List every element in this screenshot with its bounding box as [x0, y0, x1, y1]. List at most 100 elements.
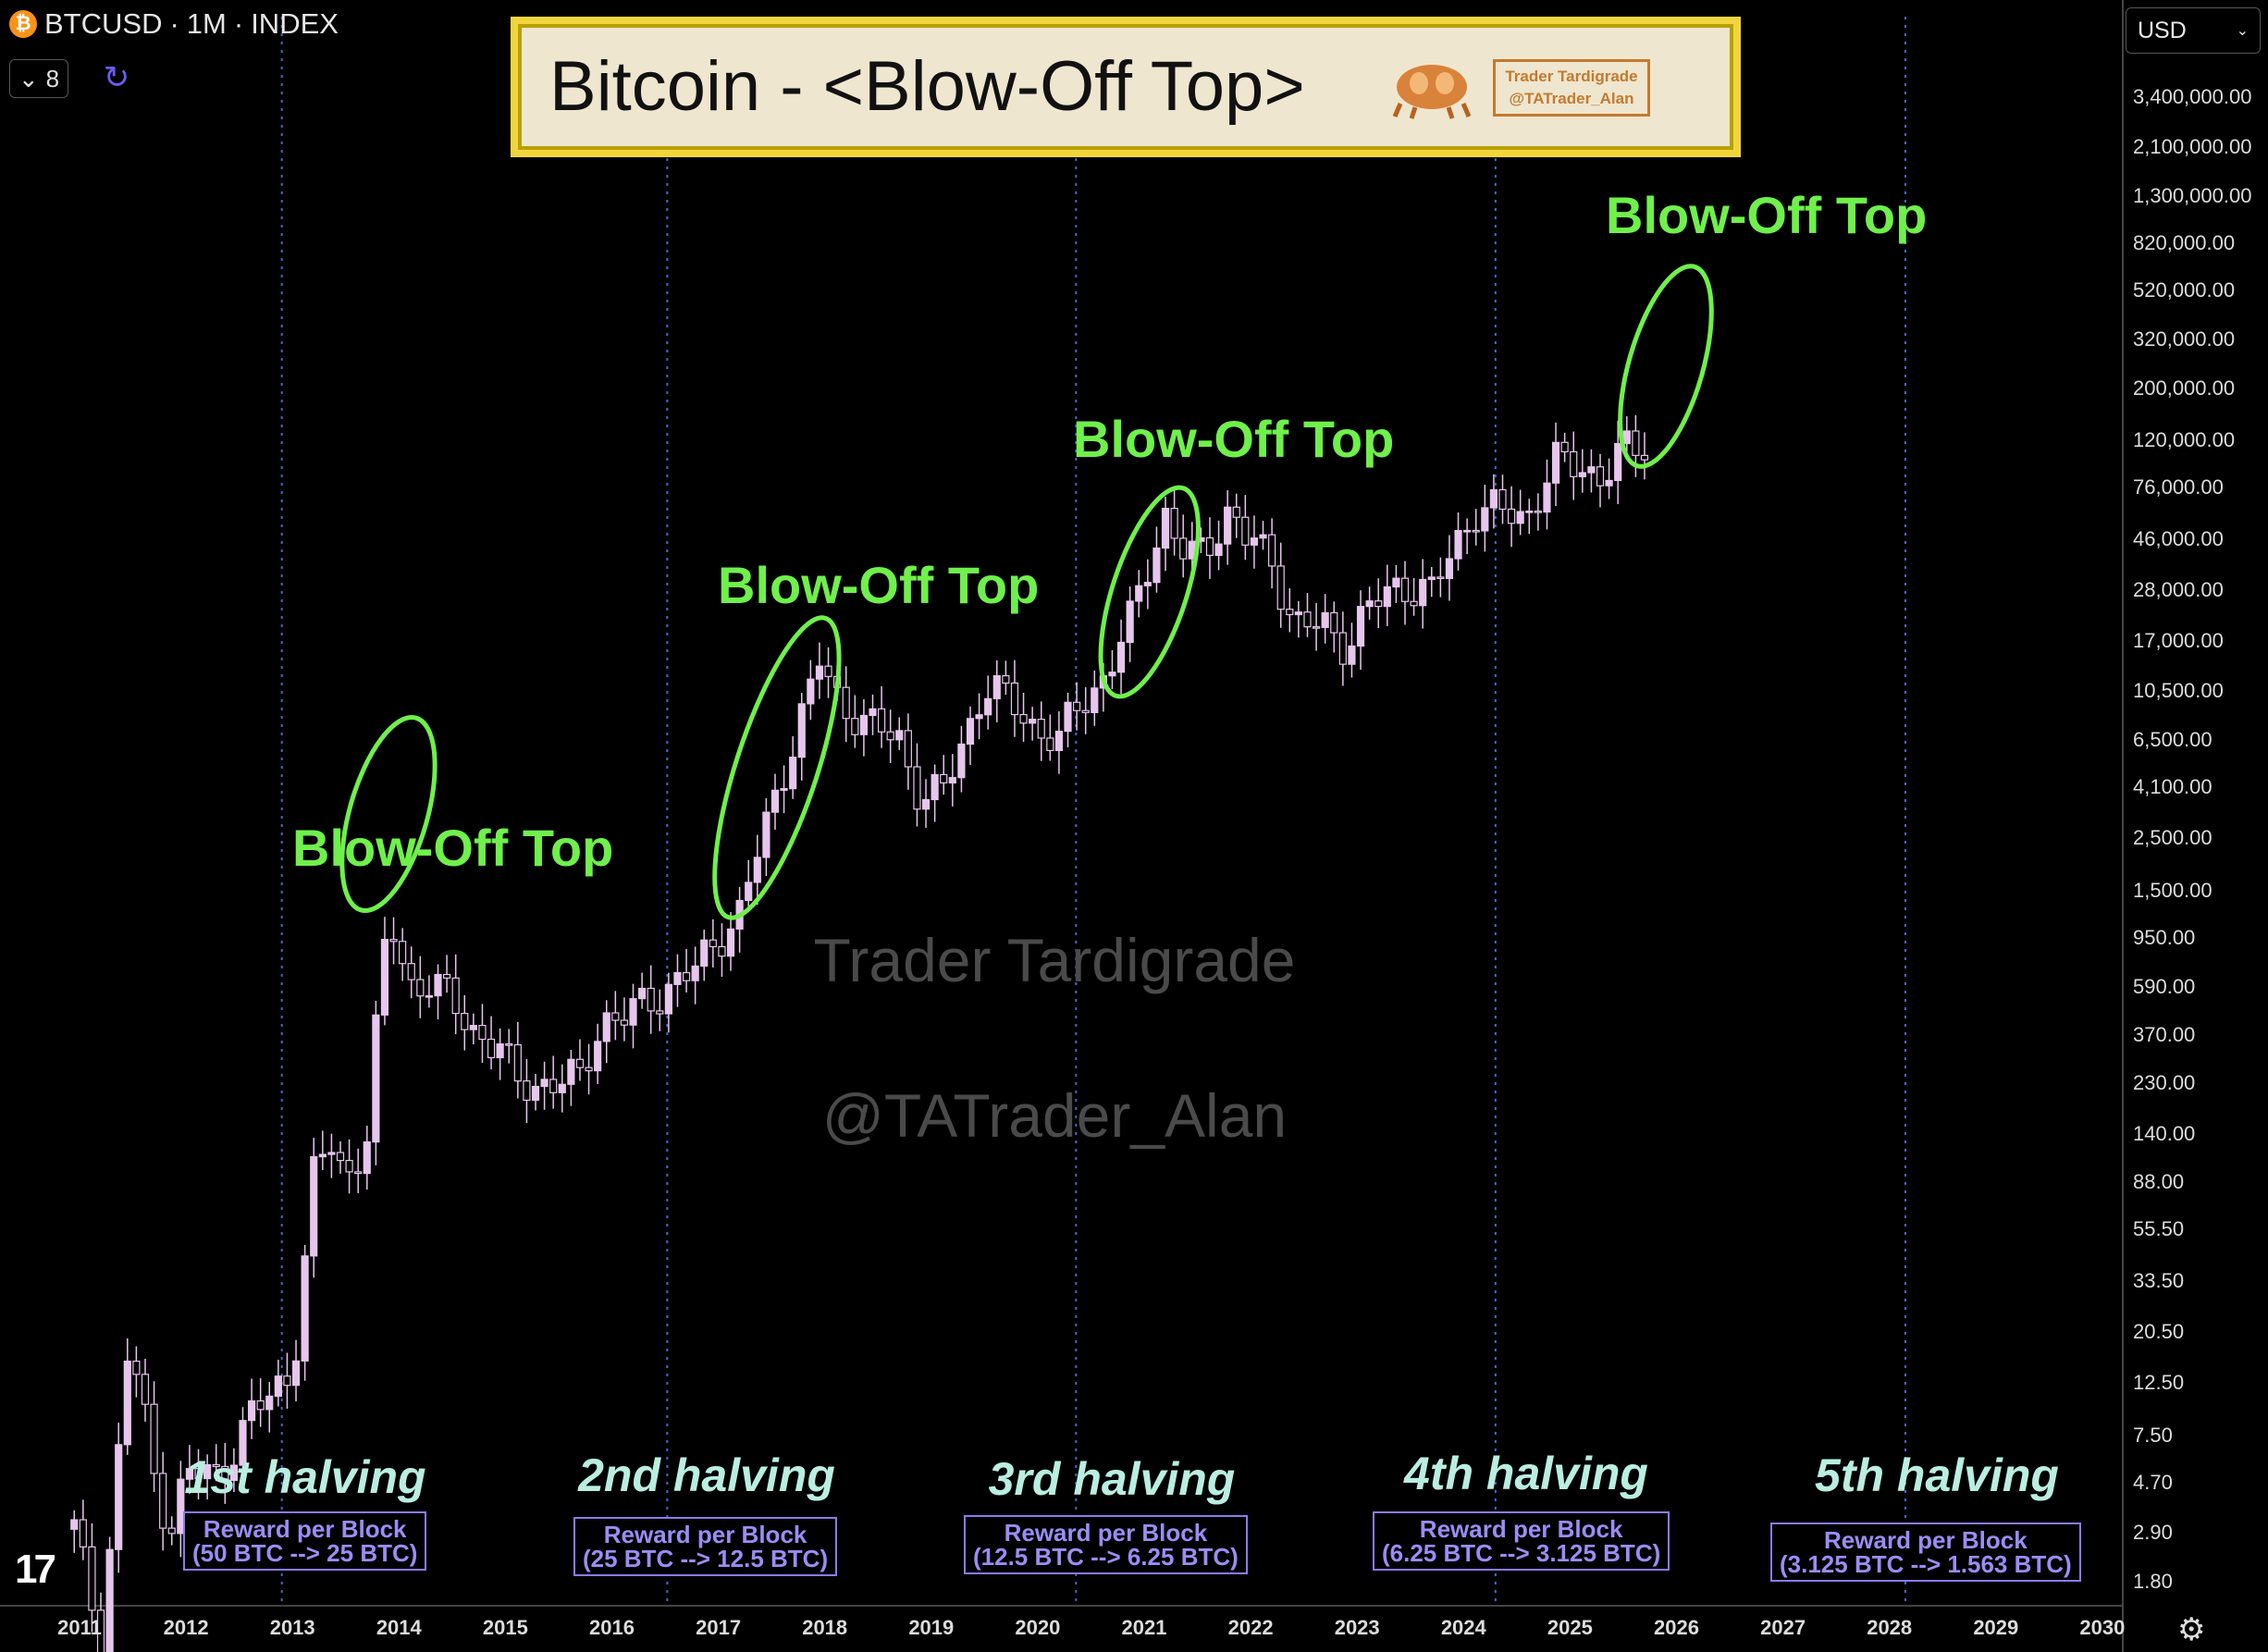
candle	[247, 1399, 256, 1422]
annotation-blow-off-top-4: Blow-Off Top	[1606, 186, 1928, 244]
candle	[851, 718, 859, 735]
gear-icon[interactable]: ⚙	[2177, 1612, 2206, 1647]
candle	[141, 1374, 150, 1405]
candle	[992, 674, 1001, 699]
candle	[682, 971, 691, 981]
candle	[1516, 511, 1524, 524]
candle	[1116, 641, 1126, 673]
candle	[1410, 600, 1418, 607]
candle	[1356, 606, 1365, 647]
reward-title: Reward per Block	[203, 1515, 407, 1543]
candle	[797, 703, 806, 758]
candle	[1481, 507, 1489, 532]
candle	[762, 811, 770, 858]
candle	[620, 1019, 629, 1026]
y-tick-label: 7.50	[2133, 1423, 2173, 1447]
candle	[1232, 506, 1240, 518]
currency-select[interactable]: USD ⌄	[2126, 7, 2261, 54]
candle	[1054, 730, 1064, 751]
candle	[940, 773, 948, 783]
candle	[656, 1010, 664, 1015]
candle	[150, 1403, 158, 1474]
candle	[895, 730, 904, 741]
candle	[167, 1527, 176, 1535]
candle	[389, 939, 398, 943]
reward-box-3: Reward per Block (12.5 BTC --> 6.25 BTC)	[964, 1515, 1248, 1574]
x-tick-label: 2022	[1227, 1616, 1274, 1639]
reward-box-2: Reward per Block (25 BTC --> 12.5 BTC)	[573, 1517, 838, 1576]
candle	[194, 1468, 203, 1480]
tradingview-logo-icon[interactable]: 17	[15, 1547, 56, 1592]
candle	[1214, 543, 1223, 557]
candle	[1427, 576, 1436, 581]
blow-off-top-ellipse-3	[1098, 485, 1201, 699]
halving-label-1: 1st halving	[184, 1451, 426, 1503]
candle	[1037, 719, 1045, 739]
candle	[1126, 600, 1134, 644]
bitcoin-logo-icon: ₿	[9, 10, 37, 38]
candle	[96, 1609, 105, 1652]
candle	[505, 1043, 513, 1046]
y-tick-label: 520,000.00	[2133, 277, 2236, 302]
candle	[1143, 582, 1152, 586]
candle	[496, 1043, 504, 1059]
candle	[1570, 450, 1578, 477]
candle	[745, 881, 753, 902]
candle	[1029, 719, 1037, 724]
y-tick-label: 6,500.00	[2133, 728, 2213, 752]
annotation-blow-off-top-3: Blow-Off Top	[1073, 410, 1395, 468]
watermark-name: Trader Tardigrade	[813, 926, 1296, 994]
candle	[1419, 578, 1427, 607]
x-tick-label: 2011	[57, 1616, 102, 1639]
author-badge: Trader Tardigrade @TATrader_Alan	[1493, 59, 1650, 117]
candle	[585, 1066, 593, 1072]
candle	[1286, 609, 1294, 616]
x-tick-label: 2023	[1334, 1616, 1380, 1639]
candle	[301, 1255, 309, 1362]
y-tick-label: 20.50	[2133, 1319, 2185, 1343]
reward-detail: (3.125 BTC --> 1.563 BTC)	[1780, 1550, 2072, 1578]
candle	[1161, 507, 1170, 549]
y-tick-label: 950.00	[2133, 925, 2196, 949]
candle	[1002, 674, 1010, 684]
candle	[638, 987, 647, 1000]
candle	[318, 1153, 327, 1158]
candle	[1489, 488, 1498, 509]
x-tick-label: 2029	[1973, 1616, 2019, 1639]
candle	[1543, 482, 1551, 513]
candle	[691, 965, 699, 981]
candle	[1294, 611, 1302, 616]
candle	[310, 1155, 318, 1257]
candle	[1091, 687, 1099, 713]
candle	[1330, 611, 1338, 634]
reward-box-5: Reward per Block (3.125 BTC --> 1.563 BT…	[1770, 1523, 2081, 1582]
candle	[1596, 466, 1605, 487]
candle	[913, 766, 921, 810]
badge-name: Trader Tardigrade	[1505, 68, 1638, 85]
candle	[1525, 510, 1534, 513]
candle	[336, 1152, 345, 1162]
candle	[1135, 585, 1143, 602]
candle	[869, 708, 877, 717]
indicators-toggle[interactable]: ⌄ 8	[9, 59, 68, 98]
symbol-header[interactable]: ₿ BTCUSD · 1M · INDEX	[9, 7, 339, 41]
candle	[407, 963, 415, 980]
candle	[842, 686, 850, 720]
refresh-icon[interactable]: ↻	[103, 60, 130, 95]
y-tick-label: 2,500.00	[2133, 826, 2213, 850]
candle	[709, 939, 717, 948]
candle	[469, 1025, 477, 1030]
x-tick-label: 2012	[163, 1616, 209, 1639]
y-tick-label: 2,100,000.00	[2133, 134, 2252, 158]
candle	[1392, 577, 1400, 588]
separator: ·	[233, 7, 244, 40]
interval-label: 1M	[186, 7, 227, 40]
title-banner: Bitcoin - <Blow-Off Top> Trader Tardigra…	[511, 17, 1741, 157]
candle	[859, 714, 869, 735]
candle	[239, 1420, 247, 1466]
candle	[1365, 600, 1374, 608]
candle	[399, 941, 407, 965]
watermark-handle: @TATrader_Alan	[821, 1081, 1288, 1150]
candle	[904, 730, 912, 768]
